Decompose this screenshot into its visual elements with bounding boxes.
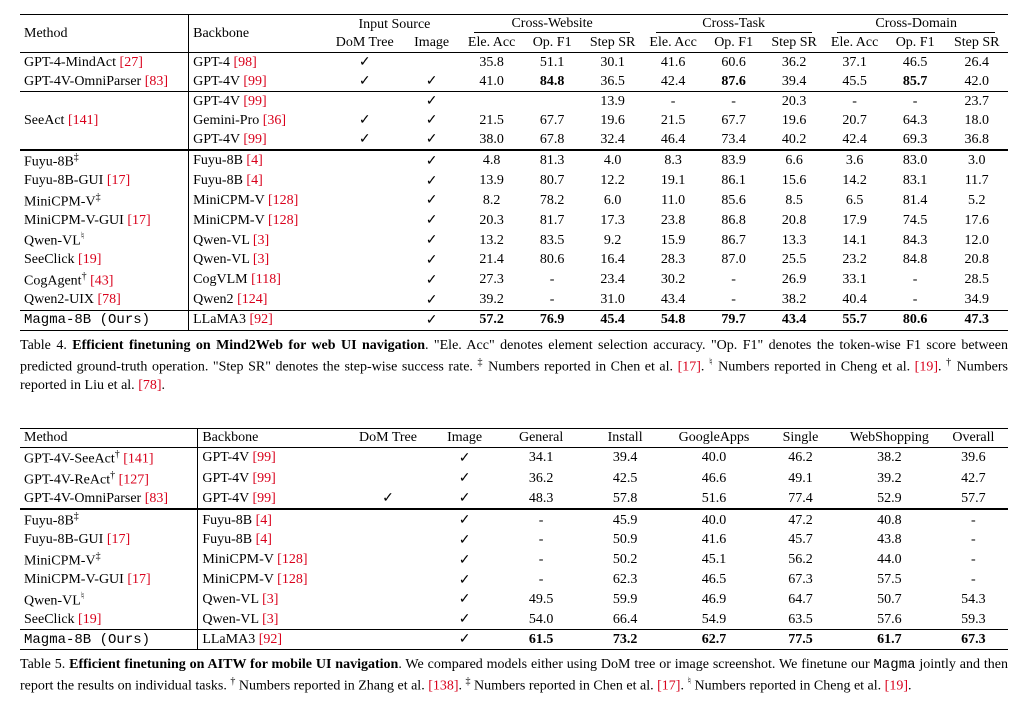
backbone-cell: GPT-4V [99] — [189, 92, 328, 112]
th-ct: Cross-Task — [643, 15, 825, 35]
th-method: Method — [20, 15, 189, 53]
method-cell: GPT-4V-SeeAct† [141] — [20, 447, 198, 468]
table4: Method Backbone Input Source Cross-Websi… — [20, 14, 1008, 331]
method-cell: SeeClick [19] — [20, 251, 189, 270]
backbone-cell: GPT-4V [99] — [198, 489, 346, 509]
th-cd: Cross-Domain — [824, 15, 1008, 35]
table5: Method Backbone DoM Tree Image General I… — [20, 428, 1008, 650]
backbone-cell: LLaMA3 [92] — [189, 310, 328, 330]
method-cell: Qwen-VL♮ — [20, 590, 198, 611]
backbone-cell: Qwen-VL [3] — [198, 590, 346, 611]
method-cell: SeeClick [19] — [20, 610, 198, 630]
backbone-cell: GPT-4V [99] — [198, 447, 346, 468]
method-cell: MiniCPM-V‡ — [20, 191, 189, 212]
method-cell: GPT-4V-OmniParser [83] — [20, 72, 189, 92]
method-cell: Qwen2-UIX [78] — [20, 291, 189, 311]
backbone-cell: GPT-4 [98] — [189, 53, 328, 73]
method-cell: Fuyu-8B-GUI [17] — [20, 531, 198, 550]
method-cell: SeeAct [141] — [20, 111, 189, 130]
backbone-cell: Fuyu-8B [4] — [198, 531, 346, 550]
method-cell: Qwen-VL♮ — [20, 230, 189, 251]
backbone-cell: GPT-4V [99] — [189, 72, 328, 92]
backbone-cell: MiniCPM-V [128] — [189, 191, 328, 212]
method-cell: CogAgent† [43] — [20, 270, 189, 291]
backbone-cell: Qwen-VL [3] — [198, 610, 346, 630]
backbone-cell: Fuyu-8B [4] — [189, 150, 328, 172]
backbone-cell: Fuyu-8B [4] — [189, 172, 328, 191]
backbone-cell: Gemini-Pro [36] — [189, 111, 328, 130]
th-backbone: Backbone — [189, 15, 328, 53]
backbone-cell: Qwen-VL [3] — [189, 251, 328, 270]
backbone-cell: GPT-4V [99] — [198, 469, 346, 490]
method-cell: Magma-8B (Ours) — [20, 310, 189, 330]
backbone-cell: Fuyu-8B [4] — [198, 509, 346, 531]
backbone-cell: LLaMA3 [92] — [198, 630, 346, 650]
backbone-cell: MiniCPM-V [128] — [198, 571, 346, 590]
method-cell: Fuyu-8B‡ — [20, 509, 198, 531]
backbone-cell: Qwen-VL [3] — [189, 230, 328, 251]
method-cell: MiniCPM-V‡ — [20, 550, 198, 571]
th-cw: Cross-Website — [461, 15, 643, 35]
backbone-cell: Qwen2 [124] — [189, 291, 328, 311]
method-cell: GPT-4V-ReAct† [127] — [20, 469, 198, 490]
method-cell: Magma-8B (Ours) — [20, 630, 198, 650]
method-cell: MiniCPM-V-GUI [17] — [20, 211, 189, 230]
method-cell: GPT-4V-OmniParser [83] — [20, 489, 198, 509]
method-cell: MiniCPM-V-GUI [17] — [20, 571, 198, 590]
method-cell: GPT-4-MindAct [27] — [20, 53, 189, 73]
method-cell — [20, 92, 189, 112]
backbone-cell: MiniCPM-V [128] — [189, 211, 328, 230]
th-input-source: Input Source — [328, 15, 462, 35]
backbone-cell: CogVLM [118] — [189, 270, 328, 291]
backbone-cell: GPT-4V [99] — [189, 130, 328, 150]
method-cell: Fuyu-8B-GUI [17] — [20, 172, 189, 191]
backbone-cell: MiniCPM-V [128] — [198, 550, 346, 571]
table4-caption: Table 4. Efficient finetuning on Mind2We… — [20, 337, 1008, 396]
method-cell: Fuyu-8B‡ — [20, 150, 189, 172]
table5-caption: Table 5. Efficient finetuning on AITW fo… — [20, 656, 1008, 696]
method-cell — [20, 130, 189, 150]
